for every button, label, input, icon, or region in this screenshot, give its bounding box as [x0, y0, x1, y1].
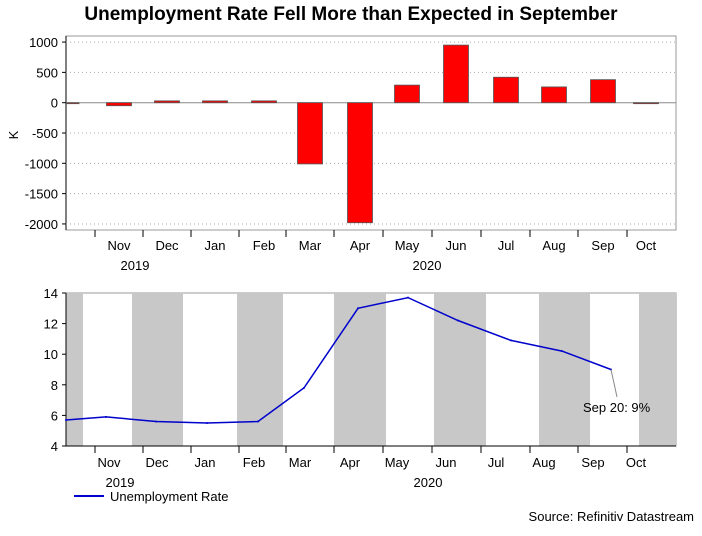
data-point	[510, 339, 512, 342]
x-tick-label: Jul	[498, 238, 515, 253]
data-point	[407, 296, 409, 299]
y-tick-label: 500	[36, 65, 58, 80]
y-tick-label: 1000	[29, 35, 58, 50]
x-tick-label: Dec	[145, 455, 169, 470]
chart-title: Unemployment Rate Fell More than Expecte…	[84, 4, 618, 25]
x-tick-label: Jun	[446, 238, 467, 253]
x-tick-label: Sep	[591, 238, 614, 253]
x-tick-label: May	[385, 455, 410, 470]
data-point	[257, 420, 259, 423]
bar	[633, 102, 659, 105]
x-tick-label: Aug	[542, 238, 565, 253]
bar	[297, 102, 323, 165]
shaded-band	[237, 293, 283, 446]
bar	[590, 79, 616, 104]
x-tick-label: Feb	[243, 455, 265, 470]
bar-chart: 1000 500 0 -500 -1000 -1500 -2000 K Nov Dec Jan Feb…	[6, 35, 677, 273]
x-tick-label: Jan	[205, 238, 226, 253]
y-tick-label: 4	[51, 439, 58, 454]
shaded-band	[334, 293, 386, 446]
bar	[443, 44, 469, 104]
x-tick-label: Jul	[488, 455, 505, 470]
year-label: 2020	[414, 475, 443, 490]
x-tick-label: Apr	[350, 238, 371, 253]
y-tick-label: 12	[44, 317, 58, 332]
data-point	[457, 319, 459, 322]
bar	[202, 100, 228, 104]
bar	[66, 102, 80, 105]
x-tick-label: May	[395, 238, 420, 253]
bar	[347, 102, 373, 224]
annotation-label: Sep 20: 9%	[583, 400, 651, 415]
x-tick-label: Sep	[581, 455, 604, 470]
y-tick-label: -500	[32, 126, 58, 141]
x-tick-label: Aug	[532, 455, 555, 470]
legend-label: Unemployment Rate	[110, 489, 229, 504]
data-point	[155, 420, 157, 423]
year-label: 2019	[121, 258, 150, 273]
y-tick-label: -1000	[25, 156, 58, 171]
shaded-band	[434, 293, 486, 446]
shaded-band	[132, 293, 183, 446]
bar	[493, 76, 519, 104]
x-tick-label: Oct	[636, 238, 657, 253]
x-tick-label: Dec	[155, 238, 179, 253]
x-tick-label: Feb	[253, 238, 275, 253]
data-point	[65, 419, 67, 421]
y-tick-label: 8	[51, 378, 58, 393]
bar	[394, 84, 420, 104]
line-chart: 14 12 10 8 6 4 Sep 20: 9% Nov Dec Jan Feb Mar Apr May…	[44, 286, 677, 490]
x-tick-label: Mar	[299, 238, 322, 253]
y-tick-label: 10	[44, 347, 58, 362]
year-label: 2019	[106, 475, 135, 490]
data-point	[561, 350, 563, 353]
annotation-leader	[610, 369, 618, 398]
source-note: Source: Refinitiv Datastream	[528, 509, 694, 524]
x-tick-label: Jan	[195, 455, 216, 470]
x-tick-label: Nov	[107, 238, 131, 253]
data-point	[303, 386, 305, 389]
bar	[106, 102, 132, 107]
shaded-band	[539, 293, 590, 446]
y-tick-label: -1500	[25, 187, 58, 202]
x-tick-label: Oct	[626, 455, 647, 470]
x-tick-label: Apr	[340, 455, 361, 470]
data-point	[105, 415, 107, 418]
y-axis-label: K	[6, 130, 21, 139]
x-tick-label: Jun	[436, 455, 457, 470]
y-tick-label: 14	[44, 286, 58, 301]
y-tick-label: -2000	[25, 217, 58, 232]
bar	[154, 100, 180, 104]
data-point	[357, 307, 359, 310]
y-tick-label: 0	[51, 96, 58, 111]
x-tick-label: Nov	[97, 455, 121, 470]
shaded-band	[639, 293, 676, 446]
year-label: 2020	[413, 258, 442, 273]
bar	[251, 100, 277, 104]
shaded-band	[66, 293, 83, 446]
data-point	[206, 422, 208, 424]
unemployment-rate-line	[65, 296, 612, 424]
bar	[541, 86, 567, 104]
y-tick-label: 6	[51, 408, 58, 423]
x-tick-label: Mar	[289, 455, 312, 470]
legend: Unemployment Rate	[74, 489, 229, 504]
